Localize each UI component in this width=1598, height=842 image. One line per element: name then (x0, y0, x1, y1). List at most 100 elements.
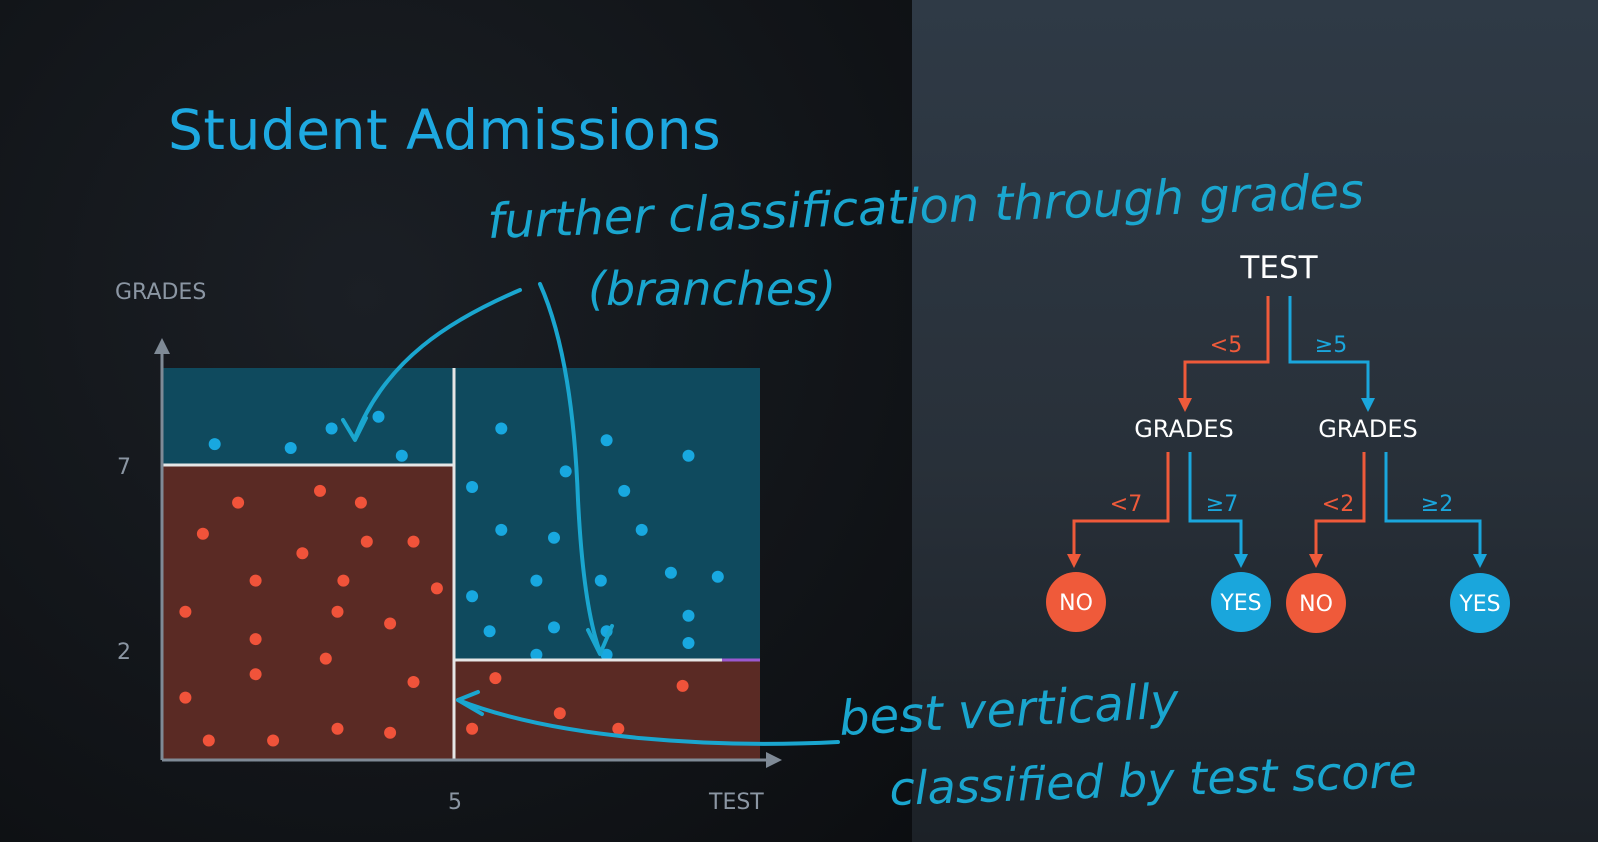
tree-arrow-lr (1234, 554, 1248, 568)
blue-point-9 (466, 481, 479, 493)
tree-edge-ll (1072, 452, 1170, 556)
blue-point-6 (600, 434, 613, 447)
tree-branch-lt2: <2 (1322, 492, 1354, 517)
leaf-no-1 (1046, 572, 1106, 632)
slide-title: Student Admissions (168, 98, 722, 162)
leaf-yes-2 (1450, 573, 1510, 633)
annotation-arrow-to-vertical-split (456, 698, 840, 746)
tree-edge-root-right (1288, 296, 1370, 400)
red-region-left (162, 465, 454, 760)
blue-point-5 (495, 422, 508, 435)
tree-edge-root-left (1183, 296, 1270, 400)
blue-point-20 (483, 625, 496, 638)
annotation-bottom-line1: best vertically (838, 673, 1181, 747)
red-point-11 (331, 605, 344, 618)
red-point-8 (337, 574, 350, 587)
blue-point-25 (600, 648, 613, 661)
red-point-7 (249, 574, 262, 587)
y-tick-7: 7 (117, 455, 131, 480)
red-point-6 (296, 547, 309, 560)
red-point-2 (354, 496, 367, 509)
blue-point-23 (682, 637, 695, 649)
blue-point-21 (548, 621, 560, 634)
leaf-yes-1-label: YES (1219, 591, 1261, 616)
leaf-no-1-label: NO (1059, 591, 1093, 616)
tree-edge-rl (1314, 452, 1366, 556)
blue-point-8 (559, 465, 572, 478)
blue-point-0 (208, 438, 221, 451)
x-tick-5: 5 (448, 790, 462, 815)
red-point-3 (196, 527, 209, 540)
annotation-top-line1: further classification through grades (486, 163, 1364, 250)
red-point-22 (489, 672, 502, 685)
tree-arrow-rr (1473, 554, 1487, 568)
tree-branch-lt5: <5 (1210, 333, 1242, 358)
tree-branch-ge2: ≥2 (1421, 492, 1453, 517)
tree-branch-ge7: ≥7 (1206, 492, 1238, 517)
blue-point-12 (548, 531, 560, 544)
red-point-25 (612, 722, 625, 735)
tree-branch-lt7: <7 (1110, 492, 1142, 517)
red-point-15 (249, 668, 262, 681)
red-point-5 (407, 535, 420, 548)
leaf-yes-2-label: YES (1458, 592, 1500, 617)
right-panel (912, 0, 1598, 842)
red-point-10 (179, 605, 192, 618)
x-axis-label: TEST (709, 790, 764, 815)
annotation-top-line2: (branches) (588, 262, 836, 316)
red-point-1 (314, 484, 326, 497)
blue-point-16 (530, 574, 543, 587)
tree-root-label: TEST (1239, 250, 1318, 286)
annotation-arrowhead-left-split (341, 416, 368, 442)
tree-node-grades-right: GRADES (1318, 415, 1418, 443)
annotation-arrowhead-vertical-split (456, 690, 484, 716)
annotation-arrow-to-left-split (353, 288, 522, 440)
red-point-21 (267, 734, 280, 747)
blue-point-18 (466, 590, 479, 603)
red-point-18 (331, 722, 344, 735)
red-point-20 (202, 734, 215, 747)
red-point-9 (430, 582, 443, 595)
scatter-points (179, 410, 724, 747)
red-point-16 (407, 676, 420, 688)
tree-edge-rr (1384, 452, 1482, 556)
y-axis-label: GRADES (115, 280, 207, 305)
blue-point-24 (530, 648, 543, 661)
y-axis-arrow (154, 338, 170, 354)
tree-node-grades-left: GRADES (1134, 415, 1234, 443)
leaf-no-2-label: NO (1299, 592, 1333, 617)
red-point-12 (384, 617, 397, 630)
blue-point-4 (395, 449, 408, 462)
blue-point-2 (325, 422, 338, 435)
blue-point-3 (372, 410, 385, 423)
y-tick-2: 2 (117, 640, 131, 665)
red-point-14 (319, 652, 332, 665)
x-axis-arrow (766, 752, 782, 768)
tree-arrow-right (1361, 398, 1375, 412)
leaf-no-2 (1286, 573, 1346, 633)
blue-point-19 (682, 609, 695, 622)
tree-arrow-rl (1309, 554, 1323, 568)
red-point-0 (232, 496, 245, 509)
annotation-bottom-line2: classified by test score (888, 744, 1417, 816)
tree-arrow-left (1178, 398, 1192, 412)
red-point-23 (676, 679, 689, 692)
blue-point-15 (711, 570, 724, 583)
red-point-17 (179, 691, 192, 704)
blue-point-17 (594, 574, 607, 587)
tree-branch-ge5: ≥5 (1315, 333, 1347, 358)
blue-point-14 (664, 566, 677, 579)
blue-point-11 (495, 523, 508, 536)
red-point-24 (553, 707, 566, 720)
annotation-arrow-to-right-split (538, 282, 602, 654)
blue-point-1 (284, 442, 297, 454)
red-point-19 (384, 726, 397, 739)
leaf-yes-1 (1211, 572, 1271, 632)
annotation-arrowhead-right-split (586, 624, 614, 656)
blue-point-10 (618, 484, 631, 497)
red-point-4 (360, 535, 373, 548)
blue-point-13 (635, 523, 648, 536)
tree-edge-lr (1188, 452, 1243, 556)
tree-arrow-ll (1067, 554, 1081, 568)
